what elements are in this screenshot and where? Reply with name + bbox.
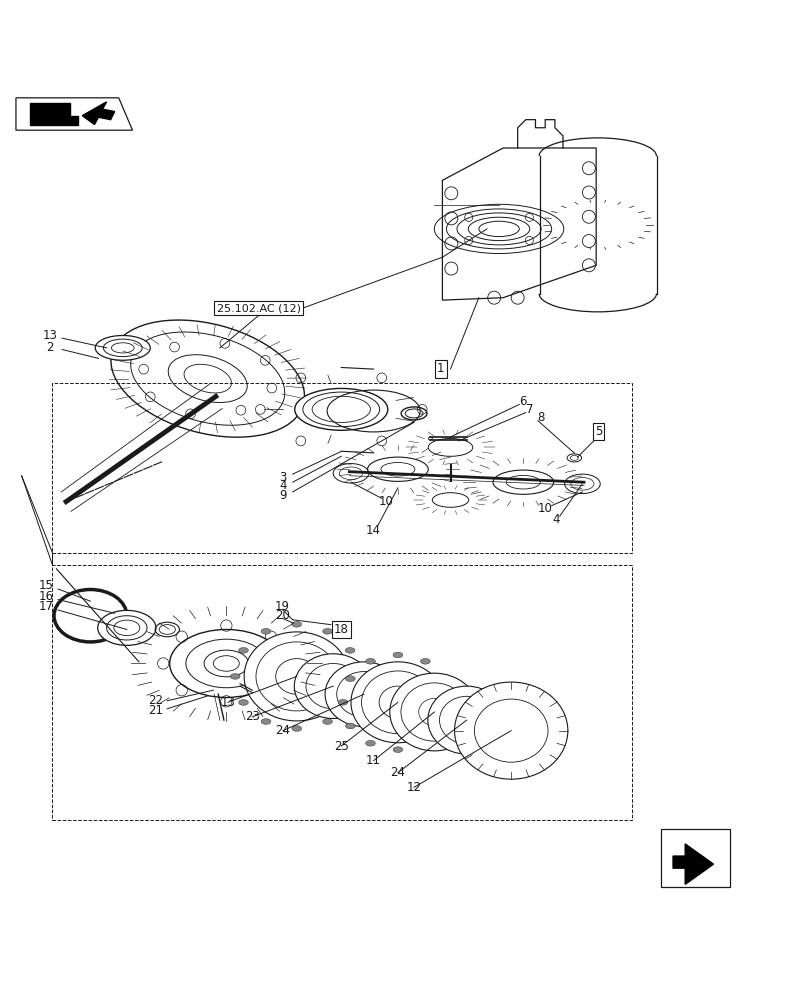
Text: 24: 24 <box>390 766 405 779</box>
Ellipse shape <box>427 686 505 754</box>
Text: 8: 8 <box>537 411 544 424</box>
Text: 24: 24 <box>275 724 290 737</box>
Polygon shape <box>30 103 78 125</box>
Text: 22: 22 <box>148 694 162 707</box>
Ellipse shape <box>322 719 332 724</box>
Text: 14: 14 <box>366 524 380 537</box>
Text: 5: 5 <box>594 425 602 438</box>
Ellipse shape <box>294 654 371 718</box>
Ellipse shape <box>169 629 283 697</box>
Polygon shape <box>82 102 114 125</box>
Ellipse shape <box>322 628 332 634</box>
Ellipse shape <box>244 632 349 721</box>
Ellipse shape <box>291 622 301 627</box>
Ellipse shape <box>353 674 363 679</box>
Ellipse shape <box>345 648 354 653</box>
Ellipse shape <box>230 674 240 679</box>
Text: 16: 16 <box>38 590 54 603</box>
Text: 20: 20 <box>274 609 290 622</box>
Ellipse shape <box>238 648 248 653</box>
Ellipse shape <box>420 740 430 746</box>
Ellipse shape <box>393 652 402 658</box>
Ellipse shape <box>95 335 150 360</box>
Ellipse shape <box>427 438 472 456</box>
Text: 25.102.AC (12): 25.102.AC (12) <box>217 303 300 313</box>
Ellipse shape <box>454 682 567 779</box>
Text: 13: 13 <box>42 329 58 342</box>
Text: 25: 25 <box>333 740 348 753</box>
Bar <box>52 383 631 553</box>
Ellipse shape <box>427 437 431 440</box>
Ellipse shape <box>345 700 354 705</box>
Text: 18: 18 <box>333 623 348 636</box>
Text: 21: 21 <box>148 704 162 717</box>
Text: 17: 17 <box>38 600 54 613</box>
Text: 13: 13 <box>221 696 235 709</box>
Ellipse shape <box>261 628 271 634</box>
Ellipse shape <box>294 388 388 430</box>
Ellipse shape <box>393 747 402 752</box>
Ellipse shape <box>420 658 430 664</box>
Ellipse shape <box>431 493 468 507</box>
Text: 12: 12 <box>406 781 421 794</box>
Text: 10: 10 <box>379 495 393 508</box>
Ellipse shape <box>367 457 427 481</box>
Ellipse shape <box>365 740 375 746</box>
Ellipse shape <box>492 470 553 494</box>
Text: 3: 3 <box>279 471 286 484</box>
Text: 15: 15 <box>38 579 54 592</box>
Text: 2: 2 <box>46 341 54 354</box>
Ellipse shape <box>261 719 271 724</box>
Text: 6: 6 <box>518 395 526 408</box>
Bar <box>52 565 631 820</box>
Ellipse shape <box>337 699 347 705</box>
Text: 4: 4 <box>279 479 286 492</box>
Text: 23: 23 <box>244 710 260 723</box>
Ellipse shape <box>440 723 450 729</box>
Ellipse shape <box>448 699 457 705</box>
Text: 19: 19 <box>274 600 290 613</box>
Text: 7: 7 <box>526 403 533 416</box>
Ellipse shape <box>324 662 402 727</box>
Ellipse shape <box>291 726 301 731</box>
Bar <box>660 829 729 887</box>
Ellipse shape <box>97 610 156 645</box>
Ellipse shape <box>345 676 354 681</box>
Ellipse shape <box>365 658 375 664</box>
Ellipse shape <box>440 676 450 681</box>
Polygon shape <box>672 844 713 884</box>
Ellipse shape <box>389 673 478 751</box>
Text: 1: 1 <box>436 362 444 375</box>
Ellipse shape <box>350 662 444 743</box>
Text: 9: 9 <box>279 489 286 502</box>
Ellipse shape <box>238 700 248 705</box>
Text: 4: 4 <box>551 513 559 526</box>
Polygon shape <box>16 98 132 130</box>
Ellipse shape <box>345 723 354 729</box>
Text: 11: 11 <box>366 754 380 767</box>
Text: 10: 10 <box>537 502 552 515</box>
